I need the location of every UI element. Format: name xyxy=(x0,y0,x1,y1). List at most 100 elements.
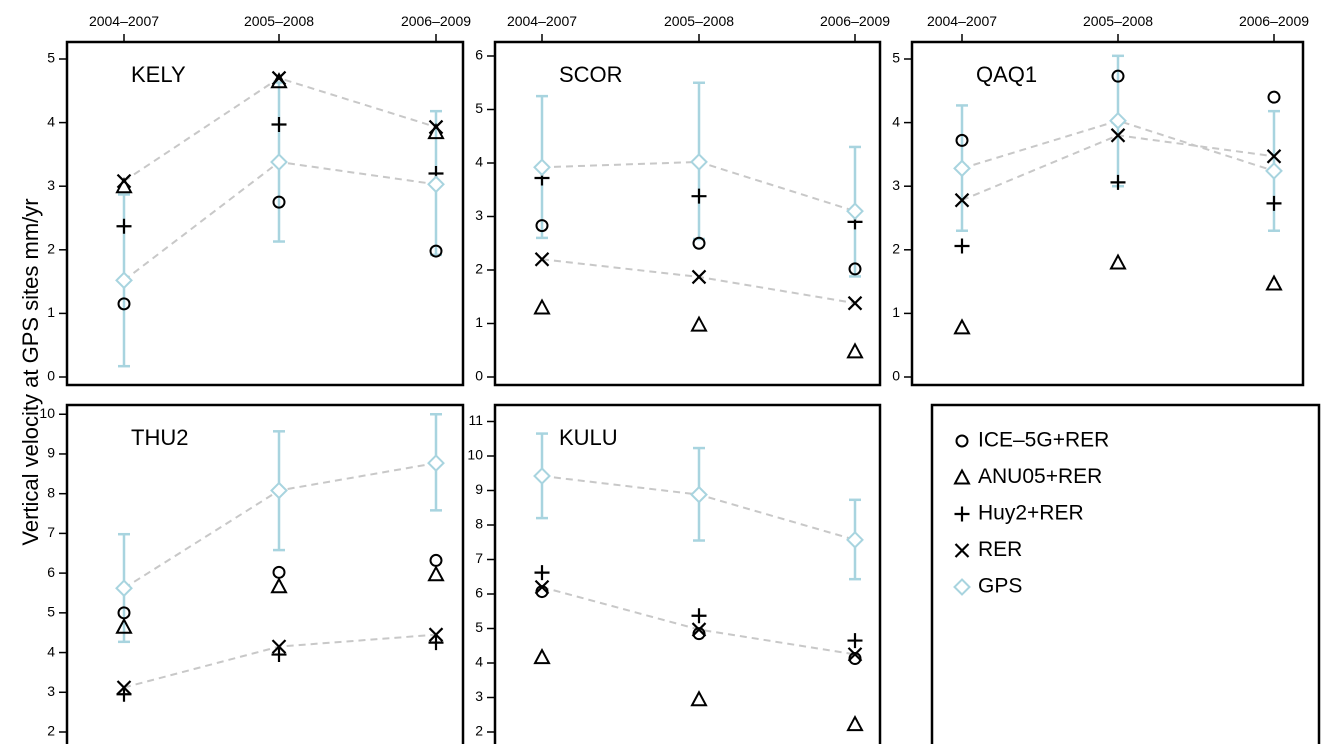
y-tick-label: 8 xyxy=(475,516,483,532)
y-tick-label: 7 xyxy=(475,550,483,566)
y-tick-label: 5 xyxy=(892,50,900,66)
y-tick-label: 10 xyxy=(39,405,55,421)
huy2-point xyxy=(691,608,707,624)
y-tick-label: 9 xyxy=(475,481,483,497)
anu05-point xyxy=(533,298,551,315)
legend-diamond-icon xyxy=(953,578,971,596)
anu05-point xyxy=(690,315,708,332)
panel-plot-area xyxy=(533,432,864,732)
y-tick-label: 8 xyxy=(47,484,55,500)
x-tick-label: 2004–2007 xyxy=(927,13,997,29)
anu05-point xyxy=(1265,274,1283,291)
panel-frame xyxy=(910,40,1305,387)
x-tick-label: 2006–2009 xyxy=(1239,13,1309,29)
y-axis-label: Vertical velocity at GPS sites mm/yr xyxy=(18,198,43,545)
huy2-point xyxy=(116,686,132,702)
y-tick-label: 3 xyxy=(47,683,55,699)
y-tick-label: 4 xyxy=(47,113,55,129)
huy2-point xyxy=(691,188,707,204)
anu05-point xyxy=(846,714,864,732)
y-tick-label: 2 xyxy=(47,723,55,739)
y-tick-label: 2 xyxy=(475,261,483,277)
gps-point xyxy=(846,202,864,221)
anu05-point xyxy=(690,690,708,707)
rer-point xyxy=(116,680,132,695)
legend-item-cross: RER xyxy=(954,538,1022,561)
panel-title: THU2 xyxy=(131,425,188,450)
y-tick-label: 5 xyxy=(47,604,55,620)
panel-frame xyxy=(493,403,882,744)
huy2-point xyxy=(847,633,863,649)
gps-point xyxy=(1109,111,1127,130)
y-tick-label: 1 xyxy=(892,304,900,320)
ice5g-point xyxy=(429,244,443,258)
y-tick-label: 0 xyxy=(47,368,55,384)
ice5g-point xyxy=(955,133,969,147)
legend-triangle-icon xyxy=(953,468,971,485)
x-tick-label: 2005–2008 xyxy=(664,13,734,29)
y-tick-label: 4 xyxy=(475,654,483,670)
rer-point xyxy=(691,622,707,637)
anu05-point xyxy=(115,617,133,634)
panel-plot-area xyxy=(533,81,864,359)
legend-item-plus: Huy2+RER xyxy=(954,502,1084,525)
y-tick-label: 3 xyxy=(475,688,483,704)
legend-plus-icon xyxy=(954,506,970,522)
huy2-point xyxy=(428,635,444,651)
gps-point xyxy=(427,175,445,194)
panel-kulu: KULU 2 3 4 5 6 7 8 9 10 11 xyxy=(467,403,882,744)
panel-plot-area xyxy=(115,70,445,368)
legend-circle-icon xyxy=(955,434,969,448)
panel-plot-area xyxy=(115,412,445,702)
legend-label: RER xyxy=(978,538,1022,561)
panel-scor: SCOR 0 1 2 3 4 5 6 2004–2007 2005–2008 2006–2009 xyxy=(475,13,890,387)
panel-kely: KELY 0 1 2 3 4 5 2004–2007 2005–2008 2006–2009 xyxy=(47,13,471,387)
x-tick-label: 2004–2007 xyxy=(89,13,159,29)
panel-thu2: THU2 2 3 4 5 6 7 8 9 10 xyxy=(39,403,465,744)
ice5g-point xyxy=(692,236,706,250)
y-tick-label: 2 xyxy=(475,723,483,739)
anu05-point xyxy=(427,565,445,582)
gps-point xyxy=(115,579,133,598)
y-tick-label: 2 xyxy=(892,241,900,257)
panel-title: SCOR xyxy=(559,62,623,87)
panel-title: KULU xyxy=(559,425,618,450)
rer-dashed-line xyxy=(541,258,856,305)
huy2-point xyxy=(116,218,132,234)
legend-item-circle: ICE–5G+RER xyxy=(955,429,1109,452)
ice5g-point xyxy=(535,219,549,233)
gps-point xyxy=(533,467,551,485)
gps-point xyxy=(533,158,551,177)
huy2-point xyxy=(1110,174,1126,190)
y-tick-label: 6 xyxy=(475,585,483,601)
y-tick-label: 4 xyxy=(47,643,55,659)
gps-point xyxy=(270,153,288,171)
rer-point xyxy=(116,173,132,189)
huy2-point xyxy=(534,565,550,581)
y-tick-label: 11 xyxy=(468,412,483,428)
rer-point xyxy=(428,627,444,642)
y-tick-label: 3 xyxy=(47,177,55,193)
anu05-point xyxy=(270,577,288,594)
huy2-point xyxy=(1266,195,1282,211)
panel-frame xyxy=(65,40,465,387)
x-tick-label: 2004–2007 xyxy=(507,13,577,29)
y-tick-label: 2 xyxy=(47,241,55,257)
y-tick-label: 3 xyxy=(475,207,483,223)
huy2-point xyxy=(271,117,287,133)
anu05-point xyxy=(953,318,971,335)
panel-frame xyxy=(65,403,465,744)
gps-point xyxy=(270,481,288,500)
rer-point xyxy=(428,119,444,135)
anu05-point xyxy=(1109,253,1127,270)
y-tick-label: 6 xyxy=(475,47,483,63)
y-tick-label: 5 xyxy=(475,100,483,116)
y-tick-label: 5 xyxy=(47,50,55,66)
panel-qaq1: QAQ1 0 1 2 3 4 5 2004–2007 2005–2008 2006–2009 xyxy=(892,13,1309,387)
gps-point xyxy=(690,153,708,171)
y-tick-label: 6 xyxy=(47,564,55,580)
x-tick-label: 2005–2008 xyxy=(1083,13,1153,29)
legend-item-triangle: ANU05+RER xyxy=(953,465,1102,488)
ice5g-point xyxy=(272,565,286,579)
ice5g-point xyxy=(1111,69,1125,83)
